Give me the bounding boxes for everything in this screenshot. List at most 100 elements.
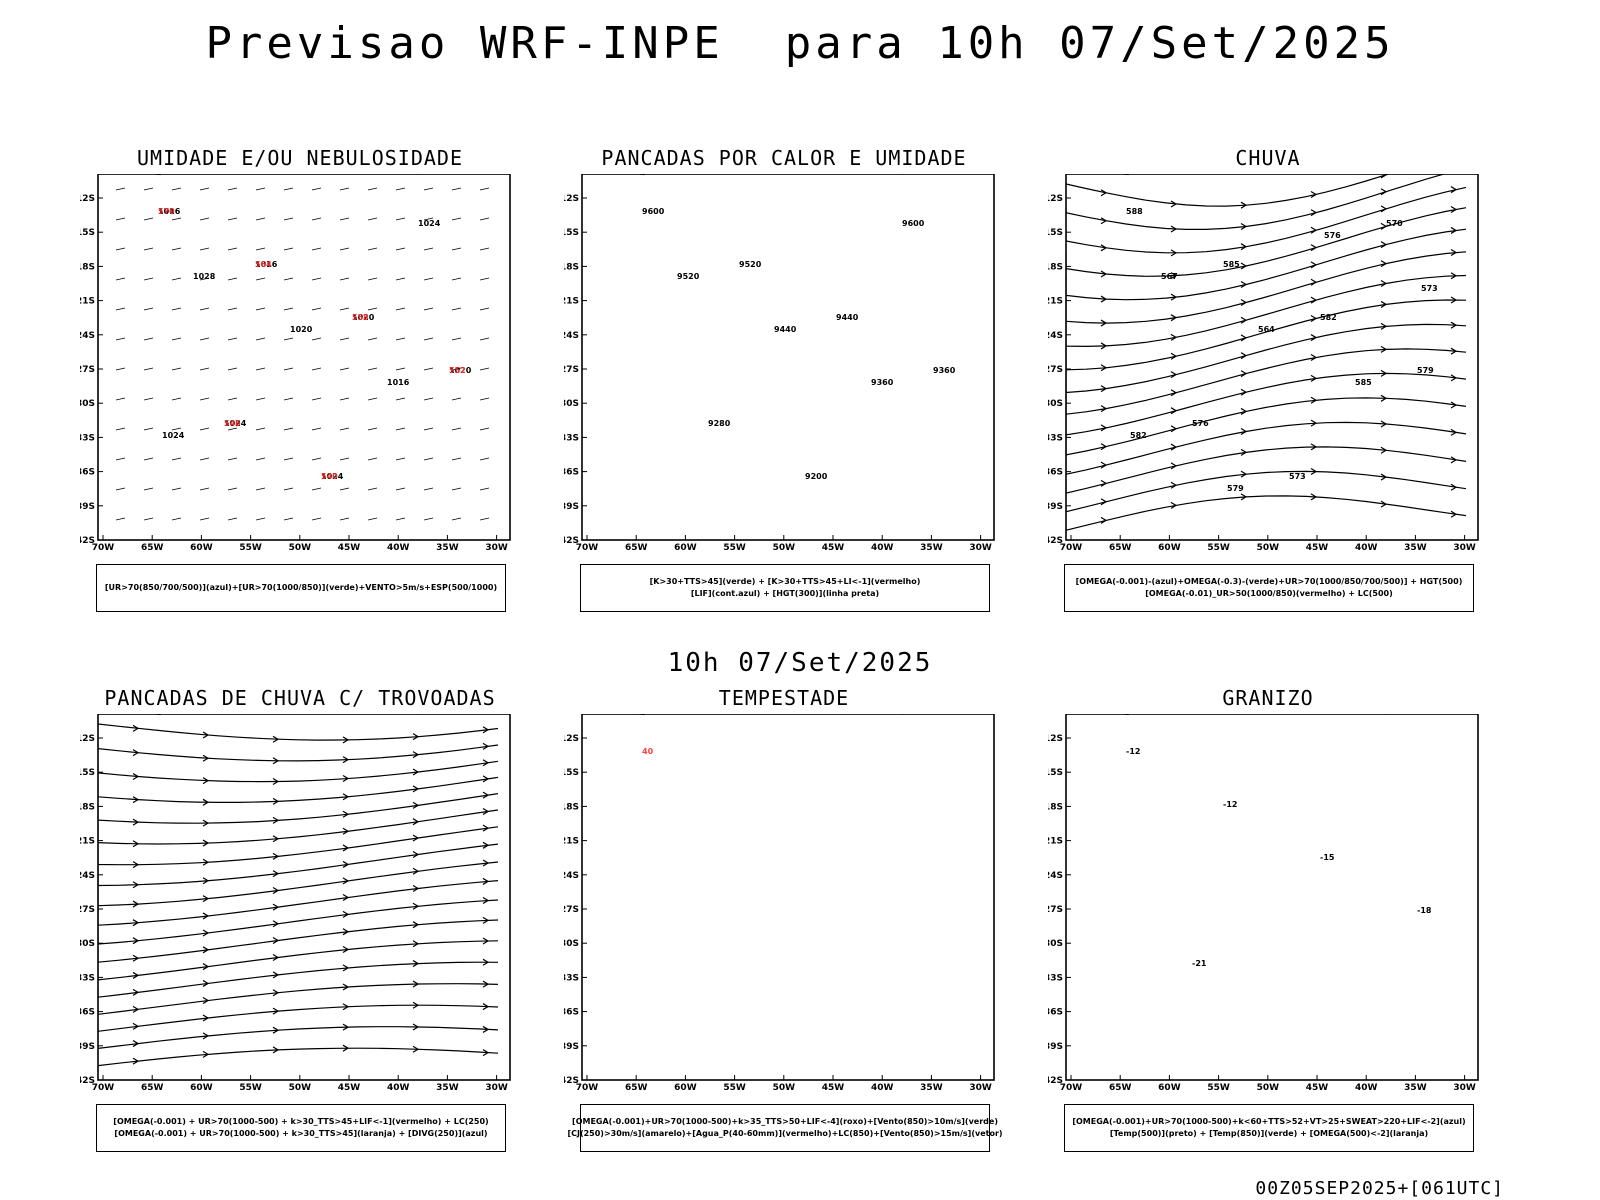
streamline	[1066, 323, 1467, 394]
wind-vector	[143, 277, 154, 281]
wind-vector	[423, 397, 434, 401]
wind-vector	[283, 307, 294, 311]
wind-vector	[115, 337, 126, 341]
lon-tick-label: 70W	[92, 1083, 115, 1093]
wind-vector	[339, 277, 350, 281]
wind-vector	[311, 277, 322, 281]
contour-label: 540	[321, 472, 338, 481]
flow-arrow	[132, 818, 140, 826]
flow-arrow	[1450, 272, 1458, 280]
legend-box: [OMEGA(-0.001)-(azul)+OMEGA(-0.3)-(verde…	[1064, 564, 1474, 612]
contour-label: 564	[255, 260, 272, 269]
lon-tick-label: 35W	[1404, 1083, 1427, 1093]
flow-arrow	[412, 850, 420, 859]
wind-vector	[255, 367, 266, 371]
streamline	[1066, 372, 1467, 436]
flow-arrow	[482, 726, 490, 734]
flow-arrow	[482, 958, 490, 966]
flow-arrow	[202, 839, 210, 847]
flow-arrow	[1450, 321, 1458, 329]
legend-line: [Temp(500)](preto) + [Temp(850)](verde) …	[1109, 1129, 1429, 1138]
contour-label: 573	[1421, 284, 1438, 293]
lat-tick-label: 42S	[564, 1076, 579, 1086]
flow-arrow	[342, 844, 350, 852]
wind-vector	[171, 397, 182, 401]
contour-label: 9200	[805, 472, 828, 481]
wind-vector	[395, 427, 406, 431]
wind-vector	[115, 277, 126, 281]
wind-vector	[423, 247, 434, 251]
wind-vector	[283, 517, 294, 521]
contour-label: -12	[1223, 800, 1237, 809]
flow-arrow	[1240, 201, 1248, 209]
flow-arrow	[342, 736, 350, 744]
panel-title: GRANIZO	[1222, 686, 1314, 710]
lat-tick-label: 39S	[564, 502, 579, 512]
flow-arrow	[272, 816, 280, 824]
wind-vector	[339, 247, 350, 251]
wind-vector	[451, 517, 462, 521]
flow-arrow	[1310, 278, 1318, 286]
wind-vector	[395, 517, 406, 521]
flow-arrow	[1380, 500, 1388, 508]
lat-tick-label: 12S	[80, 734, 95, 744]
lat-tick-label: 39S	[564, 1042, 579, 1052]
flow-arrow	[1240, 262, 1248, 270]
wind-vector	[143, 397, 154, 401]
wind-vector	[395, 337, 406, 341]
flow-arrow	[202, 895, 210, 903]
flow-arrow	[412, 834, 420, 842]
flow-arrow	[482, 742, 490, 750]
streamline	[1066, 470, 1467, 513]
streamline	[1066, 397, 1467, 456]
flow-arrow	[1100, 405, 1108, 413]
contour-label: 552	[449, 366, 466, 375]
flow-arrow	[272, 920, 280, 928]
streamline	[1066, 495, 1467, 531]
flow-arrow	[342, 827, 350, 835]
streamline	[98, 880, 499, 926]
streamline	[98, 1026, 499, 1050]
wind-vector	[451, 307, 462, 311]
lon-tick-label: 65W	[141, 543, 164, 553]
lat-tick-label: 21S	[564, 297, 579, 307]
wind-vector	[283, 217, 294, 221]
wind-vector	[367, 487, 378, 491]
wind-vector	[451, 217, 462, 221]
wind-vector	[171, 277, 182, 281]
flow-arrow	[1100, 319, 1108, 327]
flow-arrow	[1450, 347, 1458, 355]
wind-vector	[395, 307, 406, 311]
wind-vector	[395, 457, 406, 461]
flow-arrow	[132, 971, 140, 979]
flow-arrow	[1240, 407, 1248, 415]
contour-label: 9360	[933, 366, 956, 375]
lat-tick-label: 21S	[1048, 837, 1063, 847]
lon-tick-label: 40W	[1355, 1083, 1378, 1093]
contour-label: 1016	[255, 260, 278, 269]
lon-tick-label: 70W	[1060, 1083, 1083, 1093]
flow-arrow	[202, 1032, 210, 1040]
wind-vector	[479, 487, 490, 491]
wind-vector	[339, 307, 350, 311]
flow-arrow	[1380, 394, 1388, 402]
wind-vector	[227, 367, 238, 371]
flow-arrow	[482, 980, 490, 988]
flow-arrow	[1310, 374, 1318, 382]
flow-arrow	[202, 731, 210, 739]
flow-arrow	[1450, 456, 1458, 464]
flow-arrow	[342, 910, 350, 918]
streamline	[1066, 207, 1467, 277]
lat-tick-label: 33S	[1048, 433, 1063, 443]
contour-label: 588	[1126, 207, 1143, 216]
wind-vector	[339, 457, 350, 461]
lon-tick-label: 45W	[1306, 543, 1329, 553]
lon-tick-label: 40W	[387, 1083, 410, 1093]
wind-vector	[339, 427, 350, 431]
lat-tick-label: 18S	[564, 262, 579, 272]
contour-label: -15	[1320, 853, 1335, 862]
legend-box: [OMEGA(-0.001)+UR>70(1000-500)+k<60+TTS>…	[1064, 1104, 1474, 1152]
flow-arrow	[1380, 300, 1388, 308]
lat-tick-label: 18S	[1048, 802, 1063, 812]
flow-arrow	[1450, 249, 1458, 257]
